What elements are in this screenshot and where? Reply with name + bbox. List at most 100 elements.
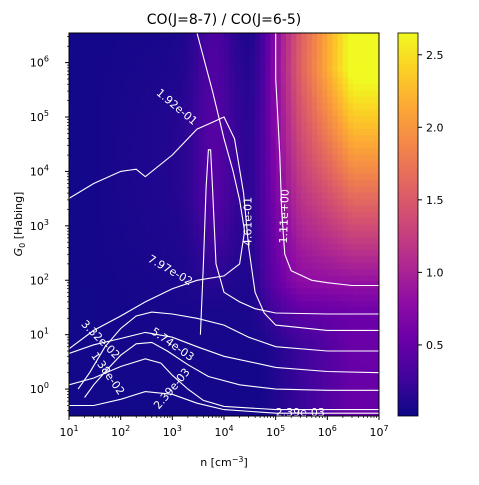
heatmap-cell [353, 186, 359, 194]
heatmap-cell [151, 288, 158, 296]
heatmap-cell [301, 230, 308, 238]
heatmap-cell [311, 256, 318, 264]
heatmap-cell [368, 96, 375, 104]
heatmap-cell [136, 313, 142, 321]
heatmap-cell [260, 326, 266, 334]
heatmap-cell [286, 64, 292, 72]
heatmap-cell [311, 141, 318, 149]
heatmap-cell [286, 173, 292, 181]
heatmap-cell [353, 333, 359, 340]
heatmap-cell [115, 96, 122, 104]
heatmap-cell [353, 122, 359, 130]
heatmap-cell [136, 84, 142, 92]
heatmap-cell [84, 403, 91, 411]
heatmap-cell [110, 256, 117, 264]
heatmap-cell [213, 269, 220, 277]
heatmap-cell [172, 122, 179, 130]
x-tick-label: 106 [318, 424, 337, 439]
heatmap-cell [224, 396, 230, 404]
heatmap-cell [89, 237, 96, 245]
heatmap-cell [115, 84, 122, 92]
heatmap-cell [368, 345, 375, 353]
heatmap-cell [100, 115, 106, 123]
heatmap-cell [234, 218, 241, 226]
heatmap-cell [244, 160, 251, 168]
heatmap-cell [260, 313, 266, 321]
heatmap-cell [286, 211, 292, 219]
heatmap-cell [337, 77, 344, 85]
heatmap-cell [249, 390, 256, 398]
heatmap-cell [151, 326, 158, 334]
heatmap-cell [337, 333, 344, 340]
heatmap-cell [162, 173, 168, 181]
heatmap-cell [125, 211, 132, 219]
heatmap-cell [120, 313, 127, 321]
heatmap-cell [177, 326, 184, 334]
heatmap-cell [337, 294, 344, 302]
heatmap-cell [317, 154, 323, 162]
heatmap-cell [239, 45, 246, 53]
heatmap-cell [363, 84, 370, 92]
heatmap-cell [311, 135, 318, 143]
heatmap-cell [332, 77, 339, 85]
heatmap-cell [348, 384, 354, 392]
heatmap-cell [249, 250, 256, 258]
heatmap-cell [141, 377, 148, 385]
heatmap-cell [208, 39, 215, 47]
heatmap-cell [146, 128, 153, 136]
heatmap-cell [213, 167, 220, 175]
heatmap-cell [327, 122, 334, 130]
heatmap-cell [84, 58, 91, 66]
heatmap-cell [255, 192, 261, 200]
heatmap-cell [74, 243, 80, 251]
heatmap-cell [291, 141, 297, 149]
heatmap-cell [337, 396, 344, 404]
heatmap-cell [244, 128, 251, 136]
heatmap-cell [193, 364, 199, 372]
heatmap-cell [136, 192, 142, 200]
heatmap-cell [224, 288, 230, 296]
heatmap-cell [208, 281, 215, 289]
heatmap-cell [275, 281, 282, 289]
heatmap-cell [213, 358, 220, 366]
heatmap-cell [167, 84, 173, 92]
heatmap-cell [218, 339, 225, 347]
heatmap-cell [260, 218, 266, 226]
heatmap-cell [363, 294, 370, 302]
heatmap-cell [224, 358, 230, 366]
heatmap-cell [234, 352, 241, 360]
heatmap-cell [311, 396, 318, 404]
heatmap-cell [224, 77, 230, 85]
heatmap-cell [291, 33, 297, 40]
heatmap-cell [332, 96, 339, 104]
heatmap-cell [342, 109, 349, 117]
heatmap-cell [311, 224, 318, 232]
heatmap-cell [203, 396, 210, 404]
heatmap-cell [368, 33, 375, 40]
heatmap-cell [193, 205, 199, 213]
heatmap-cell [74, 186, 80, 194]
heatmap-cell [306, 64, 313, 72]
heatmap-cell [187, 192, 194, 200]
heatmap-cell [337, 64, 344, 72]
heatmap-cell [260, 339, 266, 347]
heatmap-cell [136, 384, 142, 392]
heatmap-cell [317, 58, 323, 66]
heatmap-cell [239, 333, 246, 340]
heatmap-cell [213, 141, 220, 149]
heatmap-cell [125, 84, 132, 92]
heatmap-cell [187, 333, 194, 340]
heatmap-cell [270, 307, 277, 315]
heatmap-cell [100, 250, 106, 258]
heatmap-cell [353, 364, 359, 372]
heatmap-cell [311, 269, 318, 277]
heatmap-cell [146, 307, 153, 315]
heatmap-cell [368, 371, 375, 379]
heatmap-cell [332, 71, 339, 79]
heatmap-cell [193, 301, 199, 309]
heatmap-cell [94, 90, 101, 98]
heatmap-cell [213, 396, 220, 404]
heatmap-cell [94, 96, 101, 104]
heatmap-cell [182, 275, 189, 283]
heatmap-cell [125, 352, 132, 360]
